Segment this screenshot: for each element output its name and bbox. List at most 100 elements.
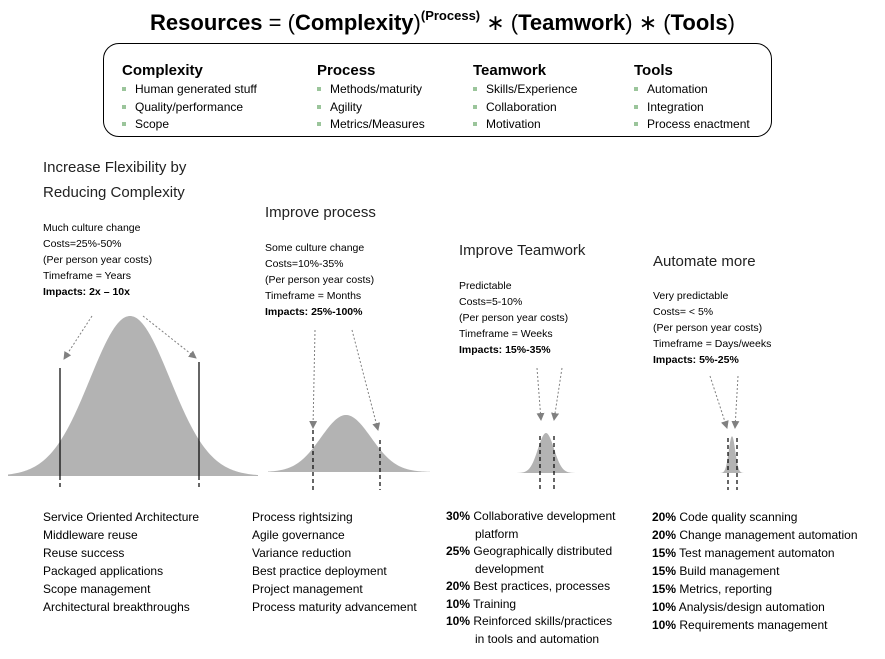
bell-curve-complexity bbox=[8, 316, 258, 476]
arrow-teamwork-0 bbox=[536, 367, 545, 421]
arrow-complexity-1 bbox=[142, 315, 197, 359]
list-item: 20% Best practices, processes bbox=[446, 579, 611, 593]
arrow-tools-0 bbox=[709, 375, 729, 429]
bullet-icon bbox=[473, 122, 477, 126]
list-item: Architectural breakthroughs bbox=[43, 600, 190, 614]
title-close3: ) bbox=[727, 10, 735, 35]
title-resources: Resources bbox=[150, 10, 263, 35]
stage-title-teamwork: Improve Teamwork bbox=[459, 242, 586, 259]
bullet-icon bbox=[634, 87, 638, 91]
title-close1: ) bbox=[413, 10, 421, 35]
list-item: Packaged applications bbox=[43, 564, 164, 578]
factor-column-complexity: Complexity Human generated stuff Quality… bbox=[122, 62, 257, 134]
factor-column-tools: Tools Automation Integration Process ena… bbox=[634, 62, 750, 134]
factor-item: Automation bbox=[634, 81, 750, 99]
factor-column-process: Process Methods/maturity Agility Metrics… bbox=[317, 62, 425, 134]
bullet-icon bbox=[473, 87, 477, 91]
factor-item: Skills/Experience bbox=[473, 81, 577, 99]
list-item-continuation: in tools and automation bbox=[475, 631, 600, 646]
impact-label: Impacts: 5%-25% bbox=[653, 354, 739, 366]
factor-column-teamwork: Teamwork Skills/Experience Collaboration… bbox=[473, 62, 577, 134]
title-teamwork: Teamwork bbox=[518, 10, 626, 35]
list-item: Service Oriented Architecture bbox=[43, 510, 200, 524]
list-item: Variance reduction bbox=[252, 546, 352, 560]
factor-item: Quality/performance bbox=[122, 99, 257, 117]
list-item-continuation: platform bbox=[475, 526, 519, 541]
factor-heading: Tools bbox=[634, 62, 673, 79]
list-item: 10% Requirements management bbox=[652, 618, 828, 632]
factor-heading: Process bbox=[317, 62, 376, 79]
factors-box bbox=[103, 43, 772, 137]
list-item: Process maturity advancement bbox=[252, 600, 417, 614]
list-item: Reuse success bbox=[43, 546, 125, 560]
stage-info-complexity: Much culture change Costs=25%-50% (Per p… bbox=[43, 222, 153, 298]
list-item-continuation: development bbox=[475, 561, 544, 576]
factor-item: Motivation bbox=[473, 116, 577, 134]
list-item: 10% Training bbox=[446, 596, 517, 611]
arrow-process-1 bbox=[351, 329, 381, 431]
bullet-icon bbox=[317, 104, 321, 109]
factor-item: Metrics/Measures bbox=[317, 116, 425, 134]
list-item: Middleware reuse bbox=[43, 528, 138, 542]
bullet-icon bbox=[122, 104, 126, 109]
list-item: 15% Test management automaton bbox=[652, 546, 835, 560]
arrow-tools-1 bbox=[731, 375, 740, 429]
factor-item: Process enactment bbox=[634, 116, 750, 134]
stage-info-tools: Very predictable Costs= < 5% (Per person… bbox=[653, 290, 772, 366]
bullet-icon bbox=[317, 87, 321, 91]
stage-info-teamwork: Predictable Costs=5-10% (Per person year… bbox=[459, 280, 569, 356]
arrow-process-0 bbox=[309, 329, 318, 429]
bullet-icon bbox=[634, 122, 638, 126]
bullet-icon bbox=[634, 104, 638, 109]
bullet-icon bbox=[473, 104, 477, 109]
bullet-icon bbox=[317, 122, 321, 126]
impact-label: Impacts: 2x – 10x bbox=[43, 286, 130, 298]
bell-curve-teamwork bbox=[513, 433, 581, 473]
factor-item: Collaboration bbox=[473, 99, 577, 117]
list-item: 25% Geographically distributed bbox=[446, 544, 613, 558]
stage-title-process: Improve process bbox=[265, 204, 376, 221]
title-mul1: ∗ ( bbox=[480, 10, 519, 35]
list-teamwork: 30% Collaborative development platform 2… bbox=[446, 508, 615, 648]
title-process-exponent: (Process) bbox=[420, 8, 481, 23]
list-item: 10% Analysis/design automation bbox=[652, 600, 825, 614]
bell-curve-process bbox=[268, 415, 430, 472]
formula-title: Resources = (Complexity)(Process) ∗ (Tea… bbox=[0, 8, 885, 36]
stage-info-process: Some culture change Costs=10%-35% (Per p… bbox=[265, 242, 375, 318]
impact-label: Impacts: 15%-35% bbox=[459, 344, 551, 356]
title-complexity: Complexity bbox=[294, 10, 414, 35]
impact-label: Impacts: 25%-100% bbox=[265, 306, 363, 318]
list-process: Process rightsizing Agile governance Var… bbox=[252, 508, 417, 616]
title-close2: ) ∗ ( bbox=[625, 10, 671, 35]
stage-title-complexity: Increase Flexibility by Reducing Complex… bbox=[43, 159, 187, 201]
list-tools: 20% Code quality scanning 20% Change man… bbox=[652, 508, 858, 634]
list-item: Agile governance bbox=[252, 528, 345, 542]
factor-item: Integration bbox=[634, 99, 750, 117]
list-item: 20% Code quality scanning bbox=[652, 510, 798, 524]
factor-item: Methods/maturity bbox=[317, 81, 425, 99]
arrow-complexity-0 bbox=[63, 315, 93, 360]
title-eq: = ( bbox=[262, 10, 295, 35]
factor-heading: Complexity bbox=[122, 62, 203, 79]
list-item: 20% Change management automation bbox=[652, 528, 858, 542]
factor-heading: Teamwork bbox=[473, 62, 547, 79]
factor-item: Human generated stuff bbox=[122, 81, 257, 99]
list-item: 30% Collaborative development bbox=[446, 509, 616, 523]
list-item: 15% Build management bbox=[652, 564, 780, 578]
list-item: Project management bbox=[252, 582, 363, 596]
bell-curve-tools bbox=[720, 436, 744, 473]
list-item: Scope management bbox=[43, 582, 151, 596]
bullet-icon bbox=[122, 87, 126, 91]
stage-title-tools: Automate more bbox=[653, 253, 756, 270]
list-item: Best practice deployment bbox=[252, 564, 387, 578]
list-item: 15% Metrics, reporting bbox=[652, 582, 773, 596]
list-complexity: Service Oriented Architecture Middleware… bbox=[43, 508, 199, 616]
factor-item: Scope bbox=[122, 116, 257, 134]
title-tools: Tools bbox=[670, 10, 728, 35]
factor-item: Agility bbox=[317, 99, 425, 117]
arrow-teamwork-1 bbox=[551, 367, 563, 421]
list-item: 10% Reinforced skills/practices bbox=[446, 614, 613, 628]
list-item: Process rightsizing bbox=[252, 510, 353, 524]
bullet-icon bbox=[122, 122, 126, 126]
